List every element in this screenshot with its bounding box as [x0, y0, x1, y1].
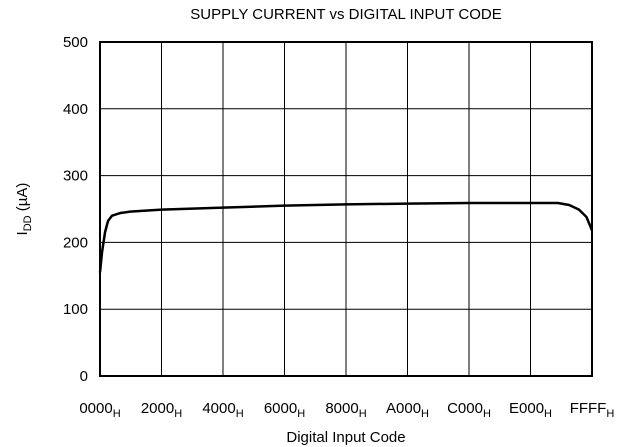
line-series [98, 201, 594, 273]
x-tick-label-text: 4000 [202, 400, 235, 417]
y-tick-label: 0 [80, 368, 88, 385]
x-tick-label: 6000H [264, 400, 305, 420]
x-tick-label-text: C000 [447, 400, 483, 417]
y-axis-label-main: I [14, 231, 31, 235]
x-tick-label-subscript: H [359, 408, 367, 420]
x-tick-label-text: 0000 [79, 400, 112, 417]
x-tick-label: 4000H [202, 400, 243, 420]
x-tick-label: E000H [509, 400, 552, 420]
x-tick-label-subscript: H [174, 408, 182, 420]
plot-frame [99, 41, 593, 377]
x-tick-label: 8000H [325, 400, 366, 420]
y-tick-label: 500 [63, 34, 88, 51]
x-tick-label-subscript: H [113, 408, 121, 420]
x-tick-label-subscript: H [421, 408, 429, 420]
x-axis-label: Digital Input Code [286, 429, 405, 446]
x-tick-label-text: FFFF [570, 400, 607, 417]
x-tick-label-text: 2000 [141, 400, 174, 417]
x-tick-label: 2000H [141, 400, 182, 420]
x-tick-label-subscript: H [297, 408, 305, 420]
x-tick-label-subscript: H [236, 408, 244, 420]
x-tick-label-text: A000 [386, 400, 421, 417]
y-tick-label: 100 [63, 301, 88, 318]
x-tick-label-text: 8000 [325, 400, 358, 417]
y-tick-label: 400 [63, 101, 88, 118]
x-tick-label: C000H [447, 400, 491, 420]
x-tick-label: 0000H [79, 400, 120, 420]
x-tick-label-subscript: H [483, 408, 491, 420]
x-tick-label-subscript: H [544, 408, 552, 420]
y-tick-label: 200 [63, 234, 88, 251]
y-axis-label: IDD (µA) [14, 183, 34, 236]
y-axis-label-subscript: DD [22, 215, 34, 231]
x-tick-label: FFFFH [570, 400, 615, 420]
x-tick-label-text: E000 [509, 400, 544, 417]
chart-title: SUPPLY CURRENT vs DIGITAL INPUT CODE [190, 6, 501, 23]
y-axis-label-unit: (µA) [14, 183, 31, 216]
y-tick-label: 300 [63, 168, 88, 185]
x-tick-label-text: 6000 [264, 400, 297, 417]
x-tick-label-subscript: H [606, 408, 614, 420]
x-tick-label: A000H [386, 400, 429, 420]
